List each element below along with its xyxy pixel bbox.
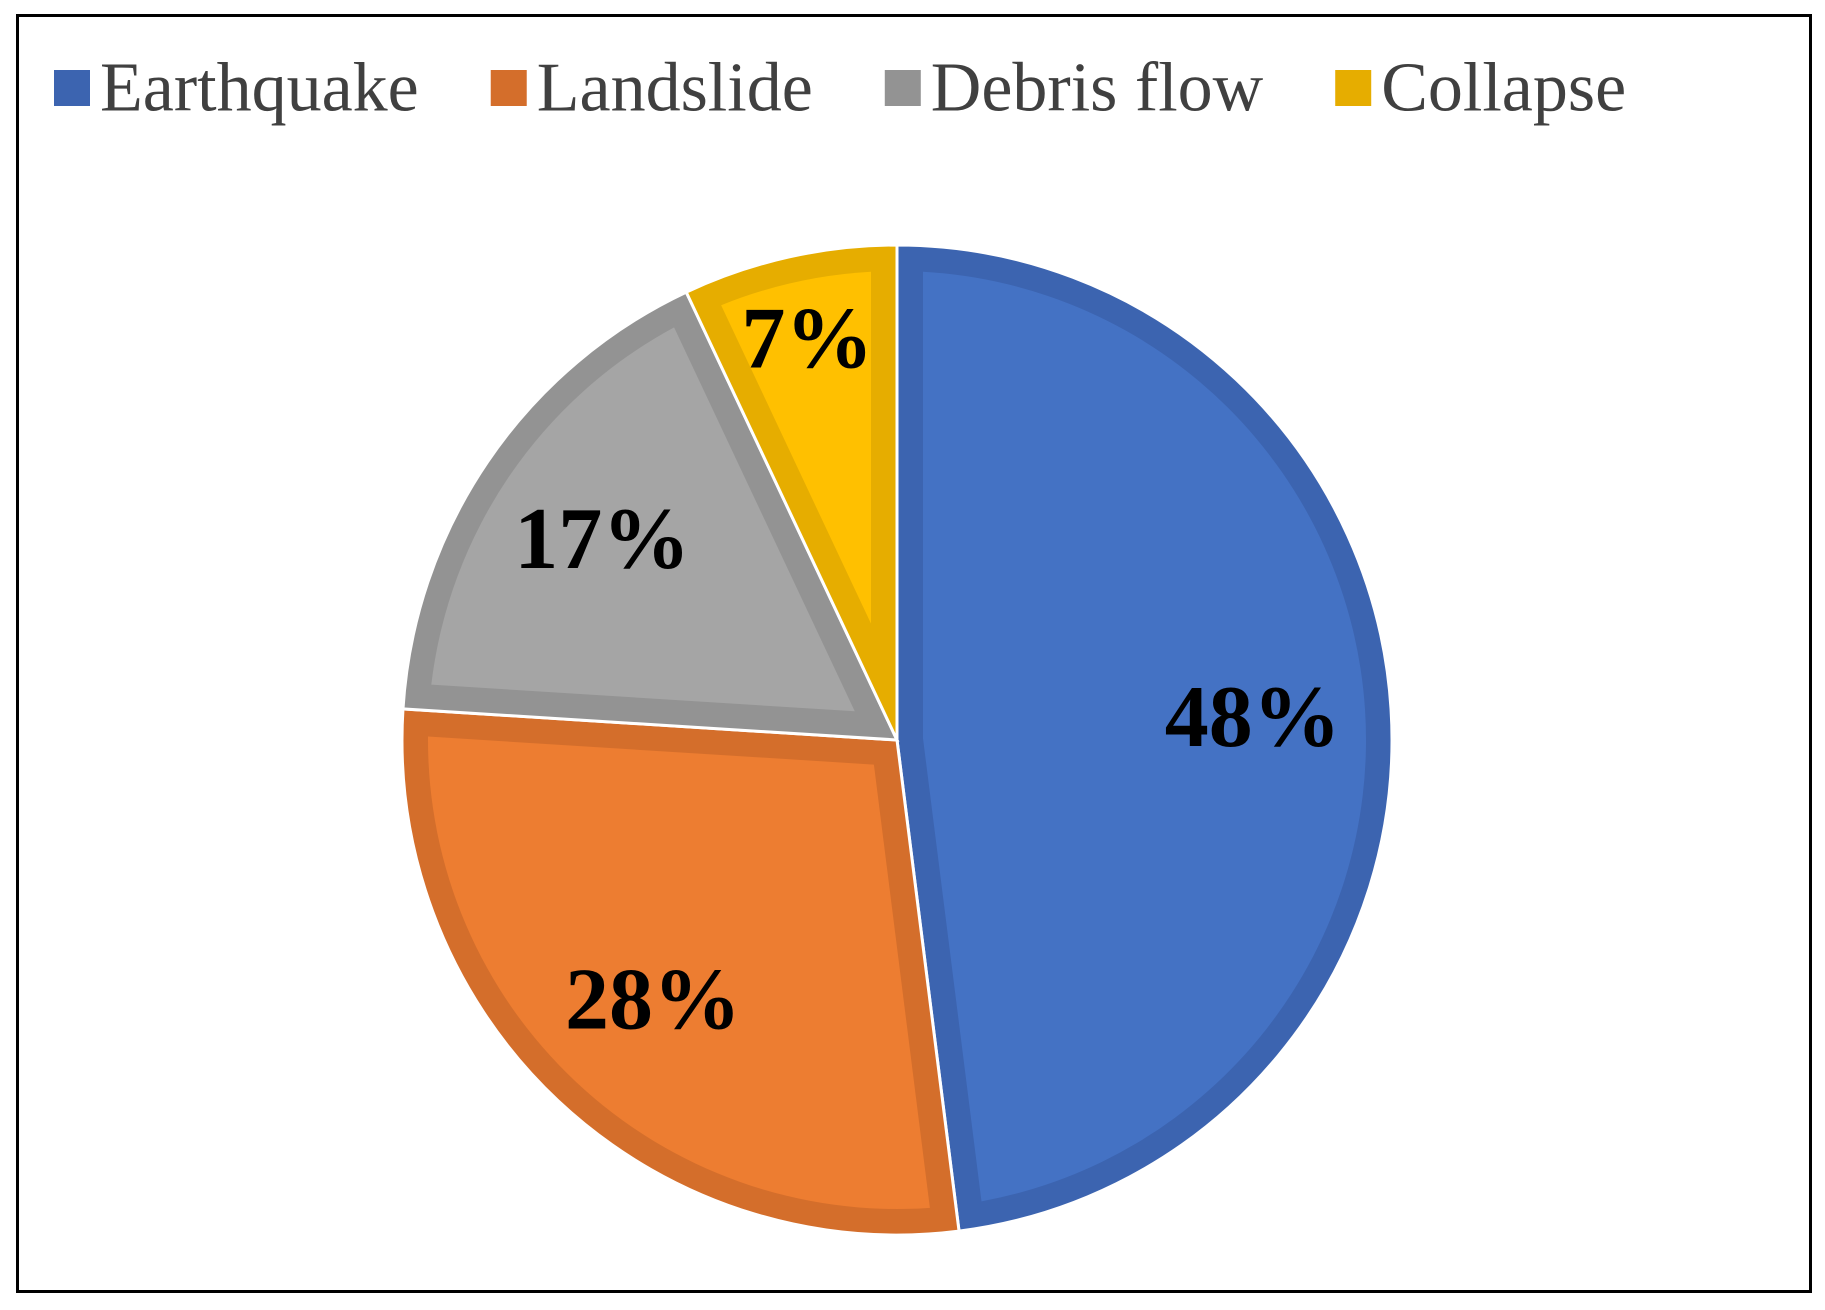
pie-slice-fill-earthquake	[923, 271, 1366, 1202]
legend-label-earthquake: Earthquake	[100, 50, 419, 127]
pie-slice-fill-collapse	[721, 271, 871, 624]
legend-swatch-landslide	[490, 70, 527, 106]
legend-label-landslide: Landslide	[537, 50, 813, 127]
legend-swatch-earthquake	[54, 70, 90, 106]
data-label-earthquake: 48%	[1165, 669, 1341, 766]
pie-slice-fill-landslide	[428, 736, 930, 1209]
data-label-collapse: 7%	[741, 291, 873, 388]
legend-swatch-debris-flow	[884, 70, 921, 106]
legend-label-debris-flow: Debris flow	[931, 50, 1264, 127]
data-label-debris-flow: 17%	[514, 491, 690, 588]
chart-legend: Earthquake Landslide Debris flow Collapse	[54, 50, 1626, 127]
pie-data-labels: 48% 28% 17% 7%	[514, 291, 1340, 1049]
legend-swatch-collapse	[1335, 70, 1372, 106]
pie-slices	[400, 243, 1394, 1237]
pie-slice-fill-debris-flow	[431, 327, 855, 712]
data-label-landslide: 28%	[565, 951, 741, 1048]
legend-label-collapse: Collapse	[1381, 50, 1626, 127]
